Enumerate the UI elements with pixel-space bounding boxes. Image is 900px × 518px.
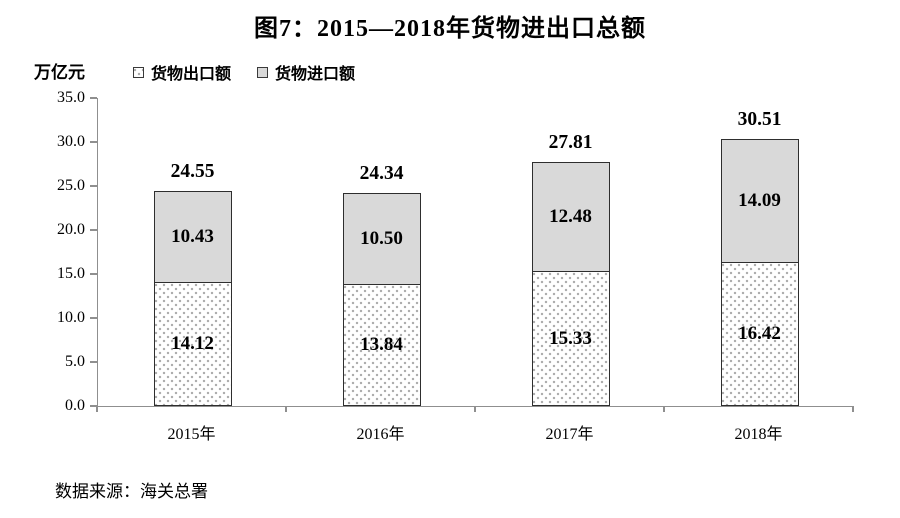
bar-total-label: 24.55 xyxy=(170,160,215,182)
legend-label: 货物出口额 xyxy=(151,66,232,83)
legend-label: 货物进口额 xyxy=(275,66,356,83)
legend-item: 货物进口额 xyxy=(257,60,355,84)
bar-segment-export: 13.84 xyxy=(342,284,421,406)
bar-segment-export: 14.12 xyxy=(153,281,232,406)
y-axis-tick xyxy=(90,361,97,363)
bar-segment-export: 16.42 xyxy=(720,261,799,406)
x-axis-tick xyxy=(96,406,98,412)
y-axis-tick xyxy=(90,273,97,275)
x-axis-tick xyxy=(474,406,476,412)
x-axis-category-label: 2015年 xyxy=(167,426,216,443)
legend-swatch-gray-icon xyxy=(257,66,269,78)
x-axis-category-label: 2018年 xyxy=(734,426,783,443)
y-axis-tick xyxy=(90,405,97,407)
legend: 货物出口额 货物进口额 xyxy=(133,60,355,84)
bar-segment-import: 12.48 xyxy=(531,162,610,273)
x-axis-tick xyxy=(285,406,287,412)
data-source: 数据来源：海关总署 xyxy=(55,482,208,501)
y-axis-tick-label: 35.0 xyxy=(57,89,85,106)
import-value-label: 10.50 xyxy=(360,228,403,250)
bar-segment-import: 14.09 xyxy=(720,138,799,263)
export-value-label: 14.12 xyxy=(171,332,214,354)
y-axis-tick-label: 20.0 xyxy=(57,221,85,238)
plot-area: 14.12 10.43 24.55 13.84 10.50 24.34 15.33 12.48… xyxy=(97,98,854,407)
import-value-label: 14.09 xyxy=(738,189,781,211)
y-axis-tick-label: 5.0 xyxy=(65,353,85,370)
x-axis-category-label: 2017年 xyxy=(545,426,594,443)
x-axis-tick xyxy=(663,406,665,412)
import-value-label: 10.43 xyxy=(171,226,214,248)
y-axis-tick-label: 0.0 xyxy=(65,397,85,414)
legend-swatch-dotted-icon xyxy=(133,66,144,78)
y-axis-tick-label: 25.0 xyxy=(57,177,85,194)
bar-total-label: 24.34 xyxy=(359,162,404,184)
y-axis-tick xyxy=(90,97,97,99)
import-value-label: 12.48 xyxy=(549,206,592,228)
bar-segment-import: 10.50 xyxy=(342,193,421,286)
y-axis-tick-label: 30.0 xyxy=(57,133,85,150)
y-axis-tick xyxy=(90,141,97,143)
bar-total-label: 30.51 xyxy=(737,108,782,130)
chart-title: 图7：2015—2018年货物进出口总额 xyxy=(254,16,646,42)
y-axis-tick-label: 15.0 xyxy=(57,265,85,282)
export-value-label: 13.84 xyxy=(360,334,403,356)
y-axis-tick xyxy=(90,229,97,231)
x-axis-category-label: 2016年 xyxy=(356,426,405,443)
export-value-label: 15.33 xyxy=(549,327,592,349)
y-axis-unit-label: 万亿元 xyxy=(34,63,85,82)
y-axis-tick xyxy=(90,185,97,187)
y-axis-tick-label: 10.0 xyxy=(57,309,85,326)
bar-total-label: 27.81 xyxy=(548,132,593,154)
bar-segment-import: 10.43 xyxy=(153,191,232,283)
x-axis-tick xyxy=(852,406,854,412)
legend-item: 货物出口额 xyxy=(133,60,231,84)
export-value-label: 16.42 xyxy=(738,322,781,344)
y-axis-tick xyxy=(90,317,97,319)
bar-segment-export: 15.33 xyxy=(531,271,610,406)
